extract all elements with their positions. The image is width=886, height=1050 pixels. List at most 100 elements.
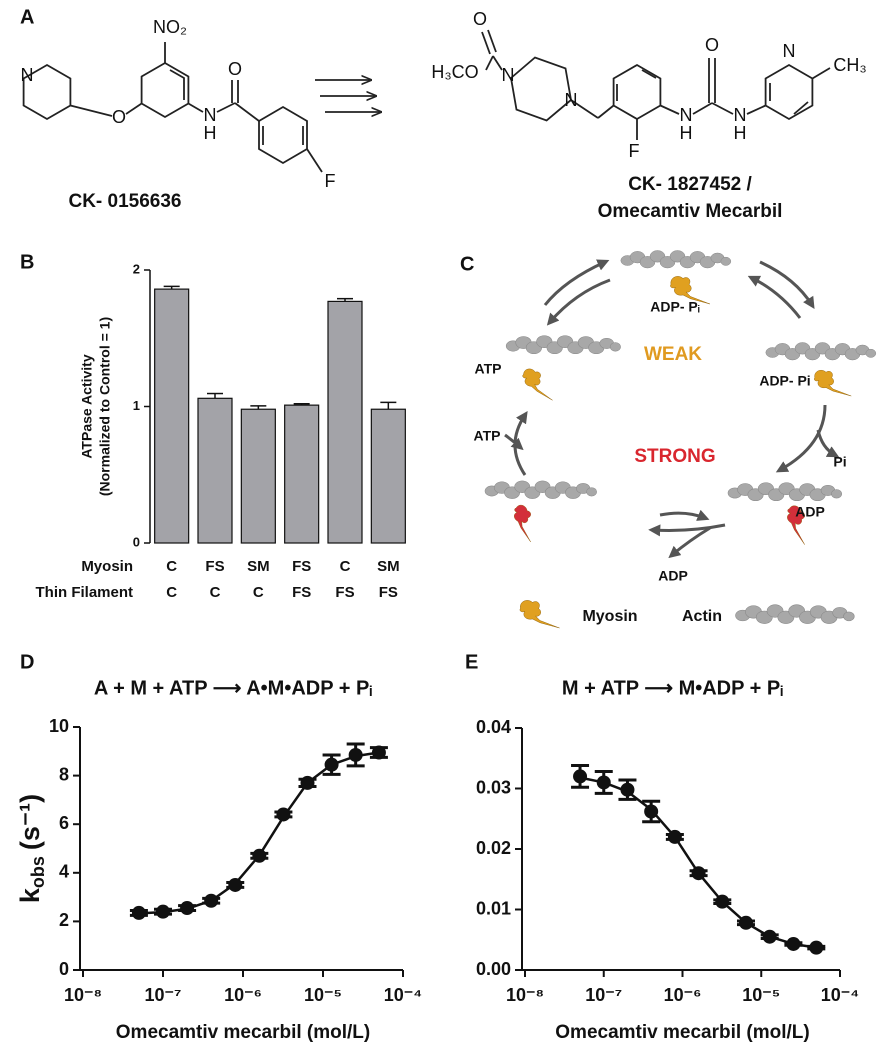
panel-c: C ADP — [460, 250, 877, 629]
weak-label: WEAK — [644, 344, 702, 365]
data-point — [667, 829, 682, 844]
x-tick-label: 10⁻⁷ — [585, 985, 622, 1005]
y-axis-label: kobs (s⁻¹) — [15, 794, 48, 903]
panel-letter: C — [460, 253, 474, 275]
x-axis-label: Omecamtiv mecarbil (mol/L) — [555, 1022, 809, 1043]
error-bar — [163, 285, 180, 290]
data-point — [596, 775, 611, 790]
fit-line — [138, 751, 380, 915]
reaction-arrows — [315, 80, 380, 112]
x-tick-label: SM — [377, 558, 400, 575]
data-point — [228, 877, 243, 892]
structure-2: O H₃CO N N N H N H O F N CH₃ CK- 1827452… — [431, 9, 866, 222]
data-point — [348, 747, 363, 762]
atom-label: O — [112, 107, 126, 127]
bar — [154, 288, 190, 544]
x-tick-label: FS — [335, 584, 354, 601]
panel-letter: D — [20, 651, 34, 673]
x-tick-label: 10⁻⁴ — [821, 985, 859, 1005]
data-point — [620, 782, 635, 797]
fit-line — [579, 776, 817, 949]
atom-label: F — [629, 141, 640, 161]
atom-label: F — [325, 171, 336, 191]
y-tick-label: 0.01 — [476, 898, 511, 918]
atom-label: O — [228, 59, 242, 79]
data-point — [131, 905, 146, 920]
x-tick-label: 10⁻⁶ — [664, 985, 702, 1005]
chart-title: A + M + ATP ⟶ A•M•ADP + Pᵢ — [94, 677, 373, 699]
panel-letter: B — [20, 251, 34, 273]
data-point — [809, 940, 824, 955]
x-tick-label: 10⁻⁵ — [304, 985, 342, 1005]
data-point — [300, 775, 315, 790]
data-point — [324, 757, 339, 772]
data-point — [786, 936, 801, 951]
x-tick-label: 10⁻⁸ — [506, 985, 544, 1005]
compound-name: CK- 1827452 / — [628, 174, 752, 195]
x-tick-label: C — [340, 558, 351, 575]
charts: B 0 1 2 ATPase Activity (Normalized to Contro… — [15, 251, 859, 1043]
category-row-title: Myosin — [81, 558, 133, 575]
strong-label: STRONG — [634, 446, 715, 467]
substrate-label: ATP — [474, 428, 501, 444]
y-tick-label: 0.02 — [476, 838, 511, 858]
atom-label: N — [680, 105, 693, 125]
legend-label: Actin — [682, 608, 722, 625]
y-tick-label: 1 — [133, 398, 140, 413]
x-tick-label: FS — [205, 558, 224, 575]
y-tick-label: 0 — [59, 959, 69, 979]
y-tick-label: 0.03 — [476, 777, 511, 797]
atom-label: H₃CO — [431, 62, 478, 82]
error-bar — [337, 297, 353, 302]
data-point — [371, 745, 386, 760]
x-tick-label: 10⁻⁵ — [742, 985, 780, 1005]
state-label: ADP- Pi — [759, 373, 810, 389]
bar — [240, 408, 276, 544]
y-tick-label: 2 — [59, 910, 69, 930]
data-point — [691, 866, 706, 881]
product-label: ADP — [658, 568, 688, 584]
cycle-arrows — [504, 259, 840, 559]
y-label-unit: (s⁻¹) — [15, 794, 45, 850]
x-tick-label: C — [210, 584, 221, 601]
data-point — [204, 893, 219, 908]
data-point — [252, 848, 267, 863]
data-point — [573, 769, 588, 784]
atom-label: N — [734, 105, 747, 125]
x-tick-label: 10⁻⁷ — [145, 985, 182, 1005]
category-row-title: Thin Filament — [36, 584, 134, 601]
panel-a: A N NO₂ O O N H F CK- 0156636 — [20, 6, 867, 222]
x-tick-label: 10⁻⁴ — [384, 985, 422, 1005]
x-tick-label: FS — [292, 558, 311, 575]
atom-label: N — [204, 105, 217, 125]
atom-label: O — [705, 35, 719, 55]
y-tick-label: 0 — [133, 534, 140, 549]
y-axis-label: (Normalized to Control = 1) — [97, 317, 113, 496]
atom-label: NO₂ — [153, 17, 187, 37]
x-tick-label: FS — [379, 584, 398, 601]
chart-title: M + ATP ⟶ M•ADP + Pᵢ — [562, 677, 783, 699]
y-label-sub: obs — [28, 856, 48, 888]
y-tick-label: 0.00 — [476, 959, 511, 979]
error-bar — [293, 403, 310, 406]
bar — [284, 404, 320, 544]
y-tick-label: 4 — [59, 862, 69, 882]
data-point — [738, 915, 753, 930]
data-point — [276, 807, 291, 822]
compound-name: CK- 0156636 — [68, 191, 181, 212]
error-bar — [250, 405, 267, 410]
atom-label: N — [502, 65, 515, 85]
x-tick-label: 10⁻⁸ — [64, 985, 102, 1005]
data-point — [762, 929, 777, 944]
y-tick-label: 2 — [133, 261, 140, 276]
y-tick-label: 8 — [59, 764, 69, 784]
bar — [197, 397, 233, 544]
panel-letter: E — [465, 651, 478, 673]
x-axis-label: Omecamtiv mecarbil (mol/L) — [116, 1022, 370, 1043]
compound-name: Omecamtiv Mecarbil — [598, 201, 783, 222]
data-point — [715, 894, 730, 909]
state-label: ATP — [475, 361, 502, 377]
legend-label: Myosin — [582, 608, 637, 625]
data-point — [180, 901, 195, 916]
